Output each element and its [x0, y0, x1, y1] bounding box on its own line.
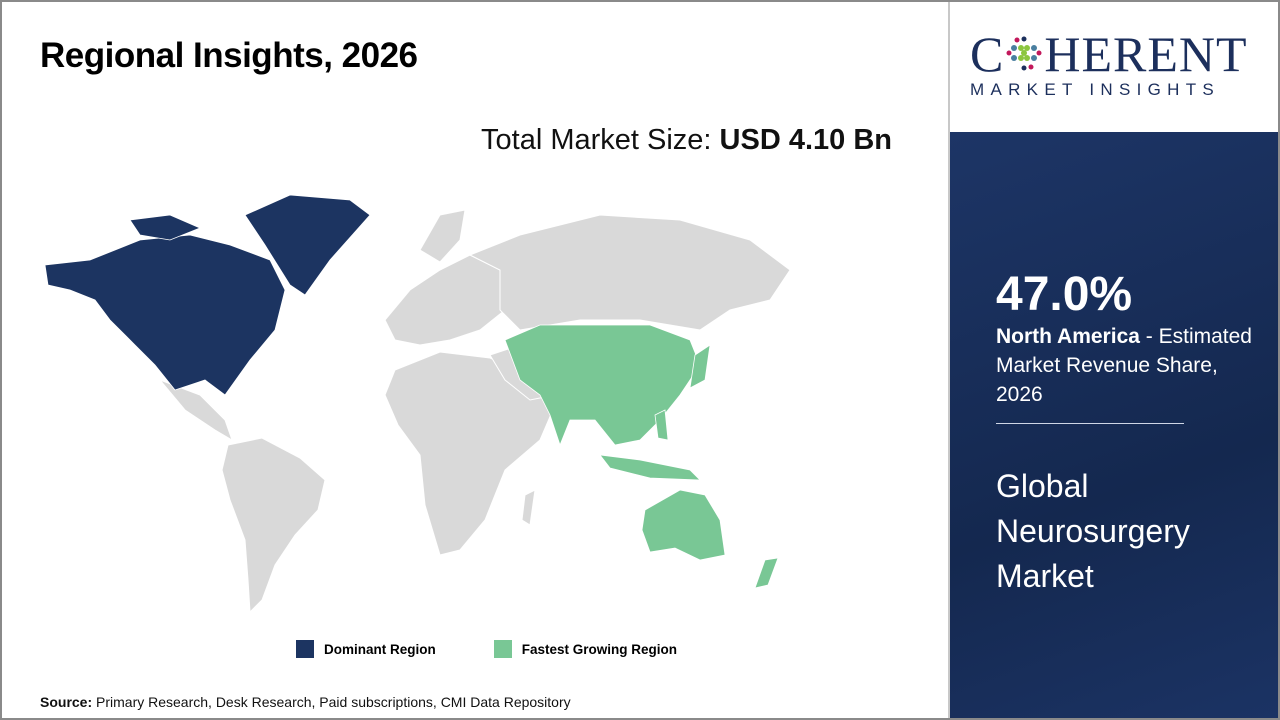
- total-market-size: Total Market Size: USD 4.10 Bn: [481, 124, 892, 157]
- legend-fastest: Fastest Growing Region: [493, 640, 678, 658]
- source-label: Source:: [40, 694, 93, 710]
- page-title: Regional Insights, 2026: [40, 36, 418, 75]
- highlight-panel: 47.0% North America - Estimated Market R…: [950, 132, 1278, 718]
- share-desc-text: - Estimated Market Revenue Share, 2026: [996, 325, 1252, 406]
- source-note: Source: Primary Research, Desk Research,…: [40, 694, 571, 710]
- central-america: [158, 378, 233, 442]
- new-zealand: [754, 557, 779, 589]
- legend-label: Dominant Region: [324, 641, 436, 657]
- scandinavia: [419, 209, 466, 263]
- total-label: Total Market Size:: [481, 124, 720, 156]
- russia: [468, 214, 791, 331]
- share-description: North America - Estimated Market Revenue…: [996, 322, 1258, 409]
- madagascar: [521, 489, 536, 526]
- greenland: [244, 194, 371, 296]
- legend-label: Fastest Growing Region: [521, 641, 678, 657]
- north-america: [44, 194, 371, 396]
- indonesia: [599, 454, 702, 481]
- market-name: Global Neurosurgery Market: [996, 468, 1190, 594]
- map-legend: Dominant Region Fastest Growing Region: [296, 640, 677, 658]
- share-percent: 47.0%: [996, 268, 1133, 321]
- south-america: [221, 437, 326, 614]
- globe-dots-icon: [1006, 36, 1042, 71]
- fastest-swatch: [493, 640, 512, 658]
- dominant-swatch: [296, 640, 314, 658]
- logo-text: HERENT: [1044, 26, 1248, 82]
- region-name: North America: [996, 325, 1140, 348]
- logo-text: C: [970, 26, 1005, 82]
- asia-pacific: [504, 324, 779, 589]
- logo: C HERENT MARKET INSIGHTS: [950, 2, 1278, 132]
- legend-dominant: Dominant Region: [296, 640, 436, 658]
- total-value: USD 4.10 Bn: [719, 124, 892, 156]
- japan: [689, 344, 711, 389]
- philippines: [654, 409, 669, 441]
- divider: [996, 423, 1184, 424]
- world-map: [44, 194, 791, 614]
- logo-tagline: MARKET INSIGHTS: [970, 80, 1221, 99]
- australia: [641, 489, 726, 561]
- europe: [384, 254, 506, 346]
- source-text: Primary Research, Desk Research, Paid su…: [92, 694, 571, 710]
- side-panel: C HERENT MARKET INSIGHTS 47.0% North Ame…: [948, 2, 1278, 718]
